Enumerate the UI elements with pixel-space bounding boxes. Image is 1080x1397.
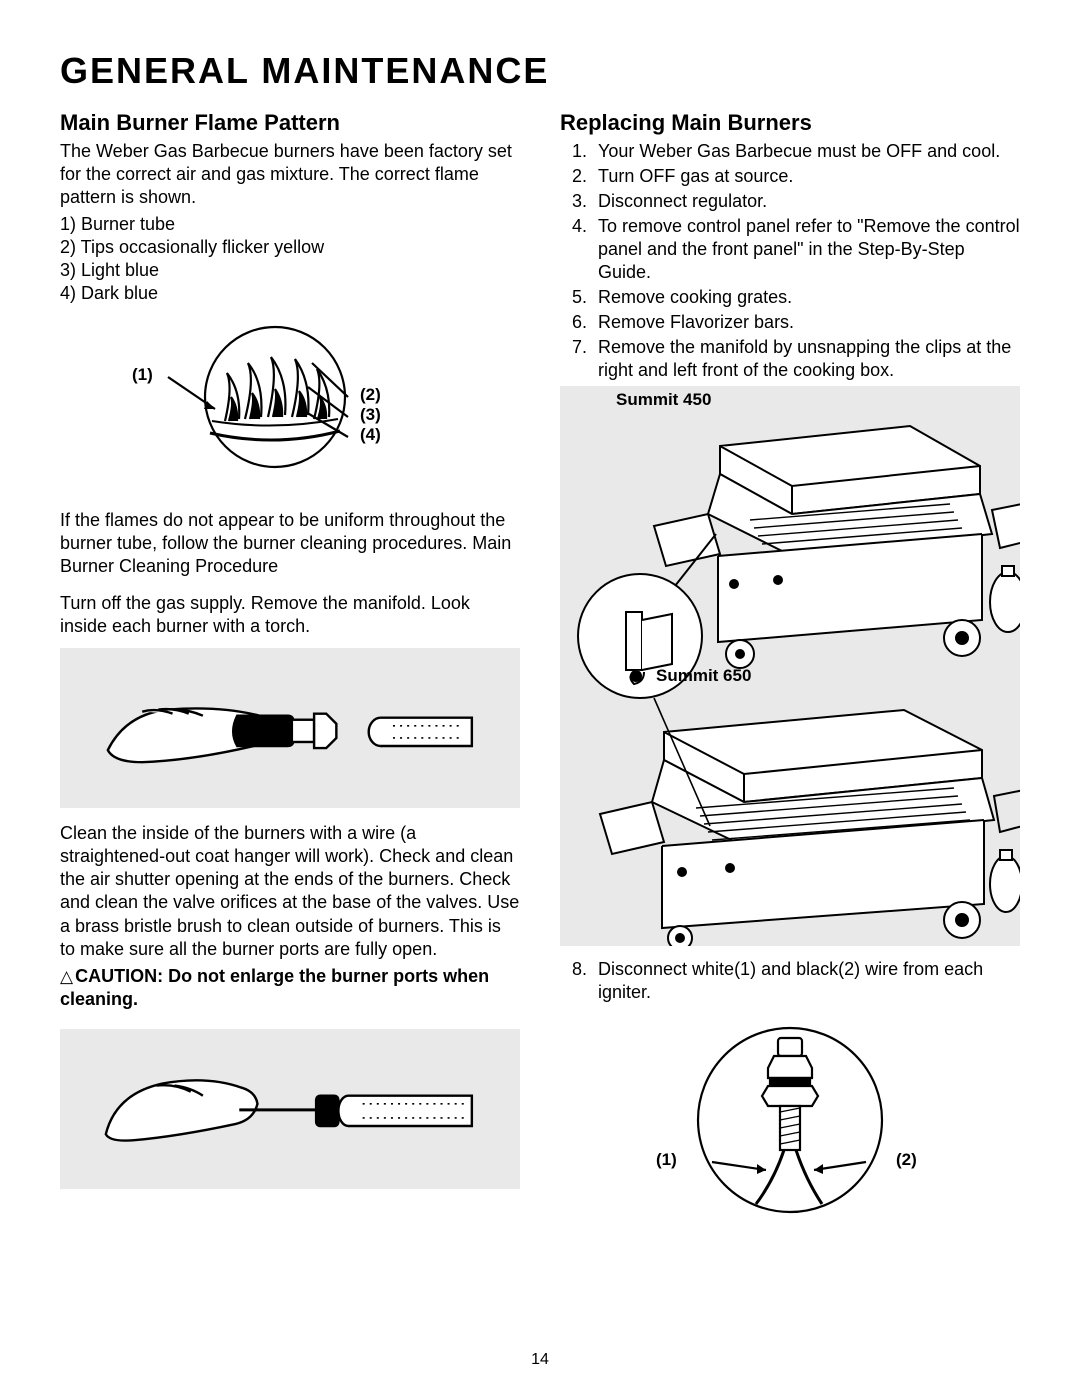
flame-label-4: (4) [360, 425, 381, 445]
legend-item: 1) Burner tube [60, 213, 520, 236]
flame-legend: 1) Burner tube 2) Tips occasionally flic… [60, 213, 520, 305]
legend-item: 3) Light blue [60, 259, 520, 282]
legend-item: 2) Tips occasionally flicker yellow [60, 236, 520, 259]
figure-wire-clean [60, 1029, 520, 1189]
step-item: To remove control panel refer to "Remove… [592, 215, 1020, 284]
caption-summit-450: Summit 450 [616, 390, 711, 410]
step-item: Remove cooking grates. [592, 286, 1020, 309]
figure-flame-pattern: (1) (2) (3) (4) [60, 313, 520, 493]
caption-summit-650: Summit 650 [656, 666, 751, 686]
legend-item: 4) Dark blue [60, 282, 520, 305]
step-item: Remove Flavorizer bars. [592, 311, 1020, 334]
warning-icon: △ [60, 966, 73, 988]
two-column-layout: Main Burner Flame Pattern The Weber Gas … [60, 110, 1020, 1220]
steps-list-b: Disconnect white(1) and black(2) wire fr… [560, 958, 1020, 1004]
steps-list-a: Your Weber Gas Barbecue must be OFF and … [560, 140, 1020, 382]
figure-torch [60, 648, 520, 808]
step-item: Your Weber Gas Barbecue must be OFF and … [592, 140, 1020, 163]
igniter-label-1: (1) [656, 1150, 677, 1170]
left-heading: Main Burner Flame Pattern [60, 110, 520, 136]
intro-paragraph: The Weber Gas Barbecue burners have been… [60, 140, 520, 209]
step-item: Turn OFF gas at source. [592, 165, 1020, 188]
flame-label-2: (2) [360, 385, 381, 405]
turnoff-paragraph: Turn off the gas supply. Remove the mani… [60, 592, 520, 638]
flame-label-3: (3) [360, 405, 381, 425]
after-flame-paragraph: If the flames do not appear to be unifor… [60, 509, 520, 578]
left-column: Main Burner Flame Pattern The Weber Gas … [60, 110, 520, 1220]
clean-paragraph: Clean the inside of the burners with a w… [60, 822, 520, 960]
figure-grills: Summit 450 Summit 650 [560, 386, 1020, 946]
right-column: Replacing Main Burners Your Weber Gas Ba… [560, 110, 1020, 1220]
flame-label-1: (1) [132, 365, 153, 385]
page-title: General Maintenance [60, 50, 1020, 92]
right-heading: Replacing Main Burners [560, 110, 1020, 136]
igniter-label-2: (2) [896, 1150, 917, 1170]
step-item: Disconnect regulator. [592, 190, 1020, 213]
caution-text: △CAUTION: Do not enlarge the burner port… [60, 965, 520, 1011]
figure-igniter: (1) (2) [560, 1010, 1020, 1220]
step-item: Disconnect white(1) and black(2) wire fr… [592, 958, 1020, 1004]
step-item: Remove the manifold by unsnapping the cl… [592, 336, 1020, 382]
page-number: 14 [0, 1351, 1080, 1369]
